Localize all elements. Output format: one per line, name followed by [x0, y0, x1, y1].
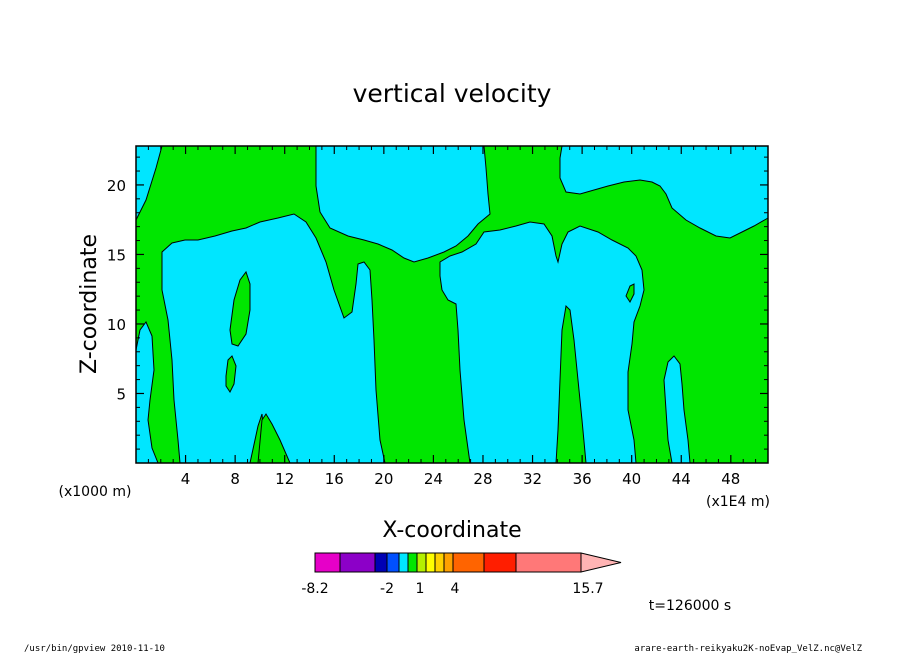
colorbar-segment	[425, 552, 436, 573]
colorbar-segment	[434, 552, 445, 573]
positive-island-2	[225, 355, 237, 393]
x-tick-label: 12	[275, 470, 294, 488]
chart-title: vertical velocity	[353, 79, 552, 108]
colorbar-label: 1	[416, 581, 425, 597]
negative-region-center	[439, 221, 645, 464]
negative-region-right-lower	[663, 355, 691, 464]
colorbar-segment	[339, 552, 376, 573]
colorbar-segment	[314, 552, 341, 573]
x-axis-label: X-coordinate	[382, 518, 521, 543]
y-tick-label: 15	[107, 246, 126, 264]
y-axis-label: Z-coordinate	[77, 234, 102, 374]
colorbar-segment	[483, 552, 517, 573]
colorbar-segment	[416, 552, 427, 573]
time-label: t=126000 s	[649, 598, 731, 614]
colorbar-label: 4	[451, 581, 460, 597]
footer-right: arare-earth-reikyaku2K-noEvap_VelZ.nc@Ve…	[634, 644, 862, 654]
x-tick-label: 16	[325, 470, 344, 488]
x-tick-label: 28	[473, 470, 492, 488]
x-tick-label: 32	[523, 470, 542, 488]
colorbar-label: 15.7	[572, 581, 603, 597]
colorbar	[314, 552, 622, 573]
colorbar-arrow	[580, 552, 622, 573]
plot-frame	[135, 145, 769, 464]
colorbar-segment	[374, 552, 388, 573]
x-axis-ticks: 4 8 12 16 20 24 28 32 36 40 44 48	[147, 146, 757, 488]
x-tick-label: 20	[374, 470, 393, 488]
footer-left: /usr/bin/gpview 2010-11-10	[24, 644, 165, 654]
colorbar-segment	[407, 552, 418, 573]
x-tick-label: 40	[622, 470, 641, 488]
y-tick-label: 20	[107, 177, 126, 195]
y-tick-label: 5	[116, 385, 126, 403]
colorbar-segment	[398, 552, 409, 573]
colorbar-label: -2	[380, 581, 394, 597]
colorbar-segment	[515, 552, 582, 573]
x-tick-label: 24	[424, 470, 443, 488]
colorbar-segment	[386, 552, 400, 573]
x-tick-label: 4	[181, 470, 191, 488]
negative-region-top-center	[315, 145, 491, 263]
x-tick-label: 36	[573, 470, 592, 488]
x-unit-label: (x1E4 m)	[706, 494, 770, 510]
y-axis-ticks: 5 10 15 20	[107, 156, 768, 450]
negative-region-top-right	[559, 145, 769, 239]
colorbar-segment	[452, 552, 485, 573]
positive-island-3	[625, 283, 635, 303]
colorbar-labels: -8.2 -2 1 4 15.7	[301, 581, 603, 597]
y-tick-label: 10	[107, 316, 126, 334]
x-tick-label: 44	[672, 470, 691, 488]
colorbar-label: -8.2	[301, 581, 328, 597]
y-unit-label: (x1000 m)	[59, 484, 132, 500]
x-tick-label: 48	[721, 470, 740, 488]
colorbar-segment	[443, 552, 454, 573]
positive-island-1	[229, 270, 251, 347]
x-tick-label: 8	[230, 470, 240, 488]
contour-plot	[135, 145, 769, 464]
